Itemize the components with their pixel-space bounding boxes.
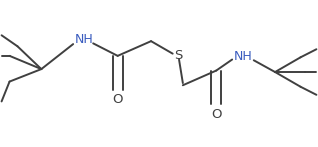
Text: O: O: [112, 93, 123, 106]
Text: S: S: [174, 49, 182, 62]
Text: NH: NH: [75, 33, 93, 46]
Text: NH: NH: [234, 50, 252, 63]
Text: O: O: [211, 108, 222, 121]
